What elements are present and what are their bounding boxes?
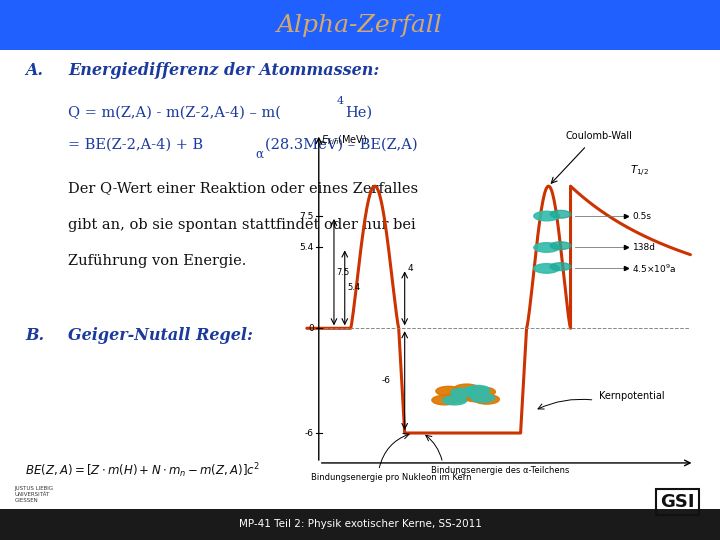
Text: B.: B. bbox=[25, 327, 45, 343]
Text: = BE(Z-2,A-4) + B: = BE(Z-2,A-4) + B bbox=[68, 138, 204, 152]
Text: JUSTUS LIEBIG
UNIVERSITÄT
GIESSEN: JUSTUS LIEBIG UNIVERSITÄT GIESSEN bbox=[14, 486, 53, 503]
Circle shape bbox=[534, 264, 559, 273]
Circle shape bbox=[474, 395, 500, 404]
Circle shape bbox=[470, 387, 495, 397]
Text: 5.4: 5.4 bbox=[300, 243, 314, 252]
FancyBboxPatch shape bbox=[0, 509, 720, 540]
Circle shape bbox=[432, 395, 457, 405]
Circle shape bbox=[444, 393, 469, 403]
Circle shape bbox=[451, 388, 474, 397]
Text: Der Q-Wert einer Reaktion oder eines Zerfalles: Der Q-Wert einer Reaktion oder eines Zer… bbox=[68, 181, 418, 195]
Text: Bindungsenergie pro Nukleon im Kern: Bindungsenergie pro Nukleon im Kern bbox=[311, 474, 472, 482]
Text: 7.5: 7.5 bbox=[337, 268, 350, 276]
Text: $E_{kin}$(MeV): $E_{kin}$(MeV) bbox=[321, 134, 367, 147]
Circle shape bbox=[534, 211, 559, 221]
Text: gibt an, ob sie spontan stattfindet oder nur bei: gibt an, ob sie spontan stattfindet oder… bbox=[68, 218, 416, 232]
Circle shape bbox=[456, 390, 482, 400]
Text: 4: 4 bbox=[408, 264, 413, 273]
Text: α: α bbox=[255, 147, 263, 160]
Text: -6: -6 bbox=[305, 429, 314, 437]
Text: A.: A. bbox=[25, 62, 43, 79]
Text: -6: -6 bbox=[382, 376, 391, 385]
Text: Geiger-Nutall Regel:: Geiger-Nutall Regel: bbox=[68, 327, 253, 343]
Text: 7.5: 7.5 bbox=[300, 212, 314, 220]
Circle shape bbox=[464, 393, 490, 402]
Text: 0.5s: 0.5s bbox=[632, 212, 652, 220]
Text: 0: 0 bbox=[308, 324, 314, 333]
Circle shape bbox=[443, 396, 467, 405]
Circle shape bbox=[436, 386, 462, 396]
Text: $BE(Z,A)=\left[Z \cdot m\left(H\right)+N \cdot m_n - m(Z,A)\right]c^2$: $BE(Z,A)=\left[Z \cdot m\left(H\right)+N… bbox=[25, 462, 261, 481]
Text: Coulomb-Wall: Coulomb-Wall bbox=[565, 131, 632, 141]
FancyBboxPatch shape bbox=[0, 0, 720, 50]
Text: Kernpotential: Kernpotential bbox=[598, 390, 664, 401]
Text: Q = m(Z,A) - m(Z-2,A-4) – m(: Q = m(Z,A) - m(Z-2,A-4) – m( bbox=[68, 105, 282, 119]
Circle shape bbox=[550, 263, 571, 271]
Text: MP-41 Teil 2: Physik exotischer Kerne, SS-2011: MP-41 Teil 2: Physik exotischer Kerne, S… bbox=[238, 519, 482, 529]
Circle shape bbox=[454, 384, 480, 394]
Text: (28.3MeV) – BE(Z,A): (28.3MeV) – BE(Z,A) bbox=[265, 138, 418, 152]
Text: Energiedifferenz der Atommassen:: Energiedifferenz der Atommassen: bbox=[68, 62, 379, 79]
Circle shape bbox=[471, 393, 495, 402]
Text: 4: 4 bbox=[337, 96, 344, 106]
Circle shape bbox=[550, 211, 571, 218]
Circle shape bbox=[550, 242, 571, 249]
Text: Bindungsenergie des α-Teilchens: Bindungsenergie des α-Teilchens bbox=[431, 466, 569, 475]
Text: Zuführung von Energie.: Zuführung von Energie. bbox=[68, 254, 247, 268]
Text: GSI: GSI bbox=[660, 493, 695, 511]
Text: 138d: 138d bbox=[632, 243, 655, 252]
Text: 4.5×10$^9$a: 4.5×10$^9$a bbox=[632, 262, 677, 275]
Circle shape bbox=[534, 242, 559, 252]
Text: He): He) bbox=[346, 105, 373, 119]
Text: $T_{1/2}$: $T_{1/2}$ bbox=[631, 164, 649, 179]
Text: 5.4: 5.4 bbox=[348, 284, 361, 292]
Circle shape bbox=[466, 386, 490, 394]
Text: Alpha-Zerfall: Alpha-Zerfall bbox=[277, 14, 443, 37]
